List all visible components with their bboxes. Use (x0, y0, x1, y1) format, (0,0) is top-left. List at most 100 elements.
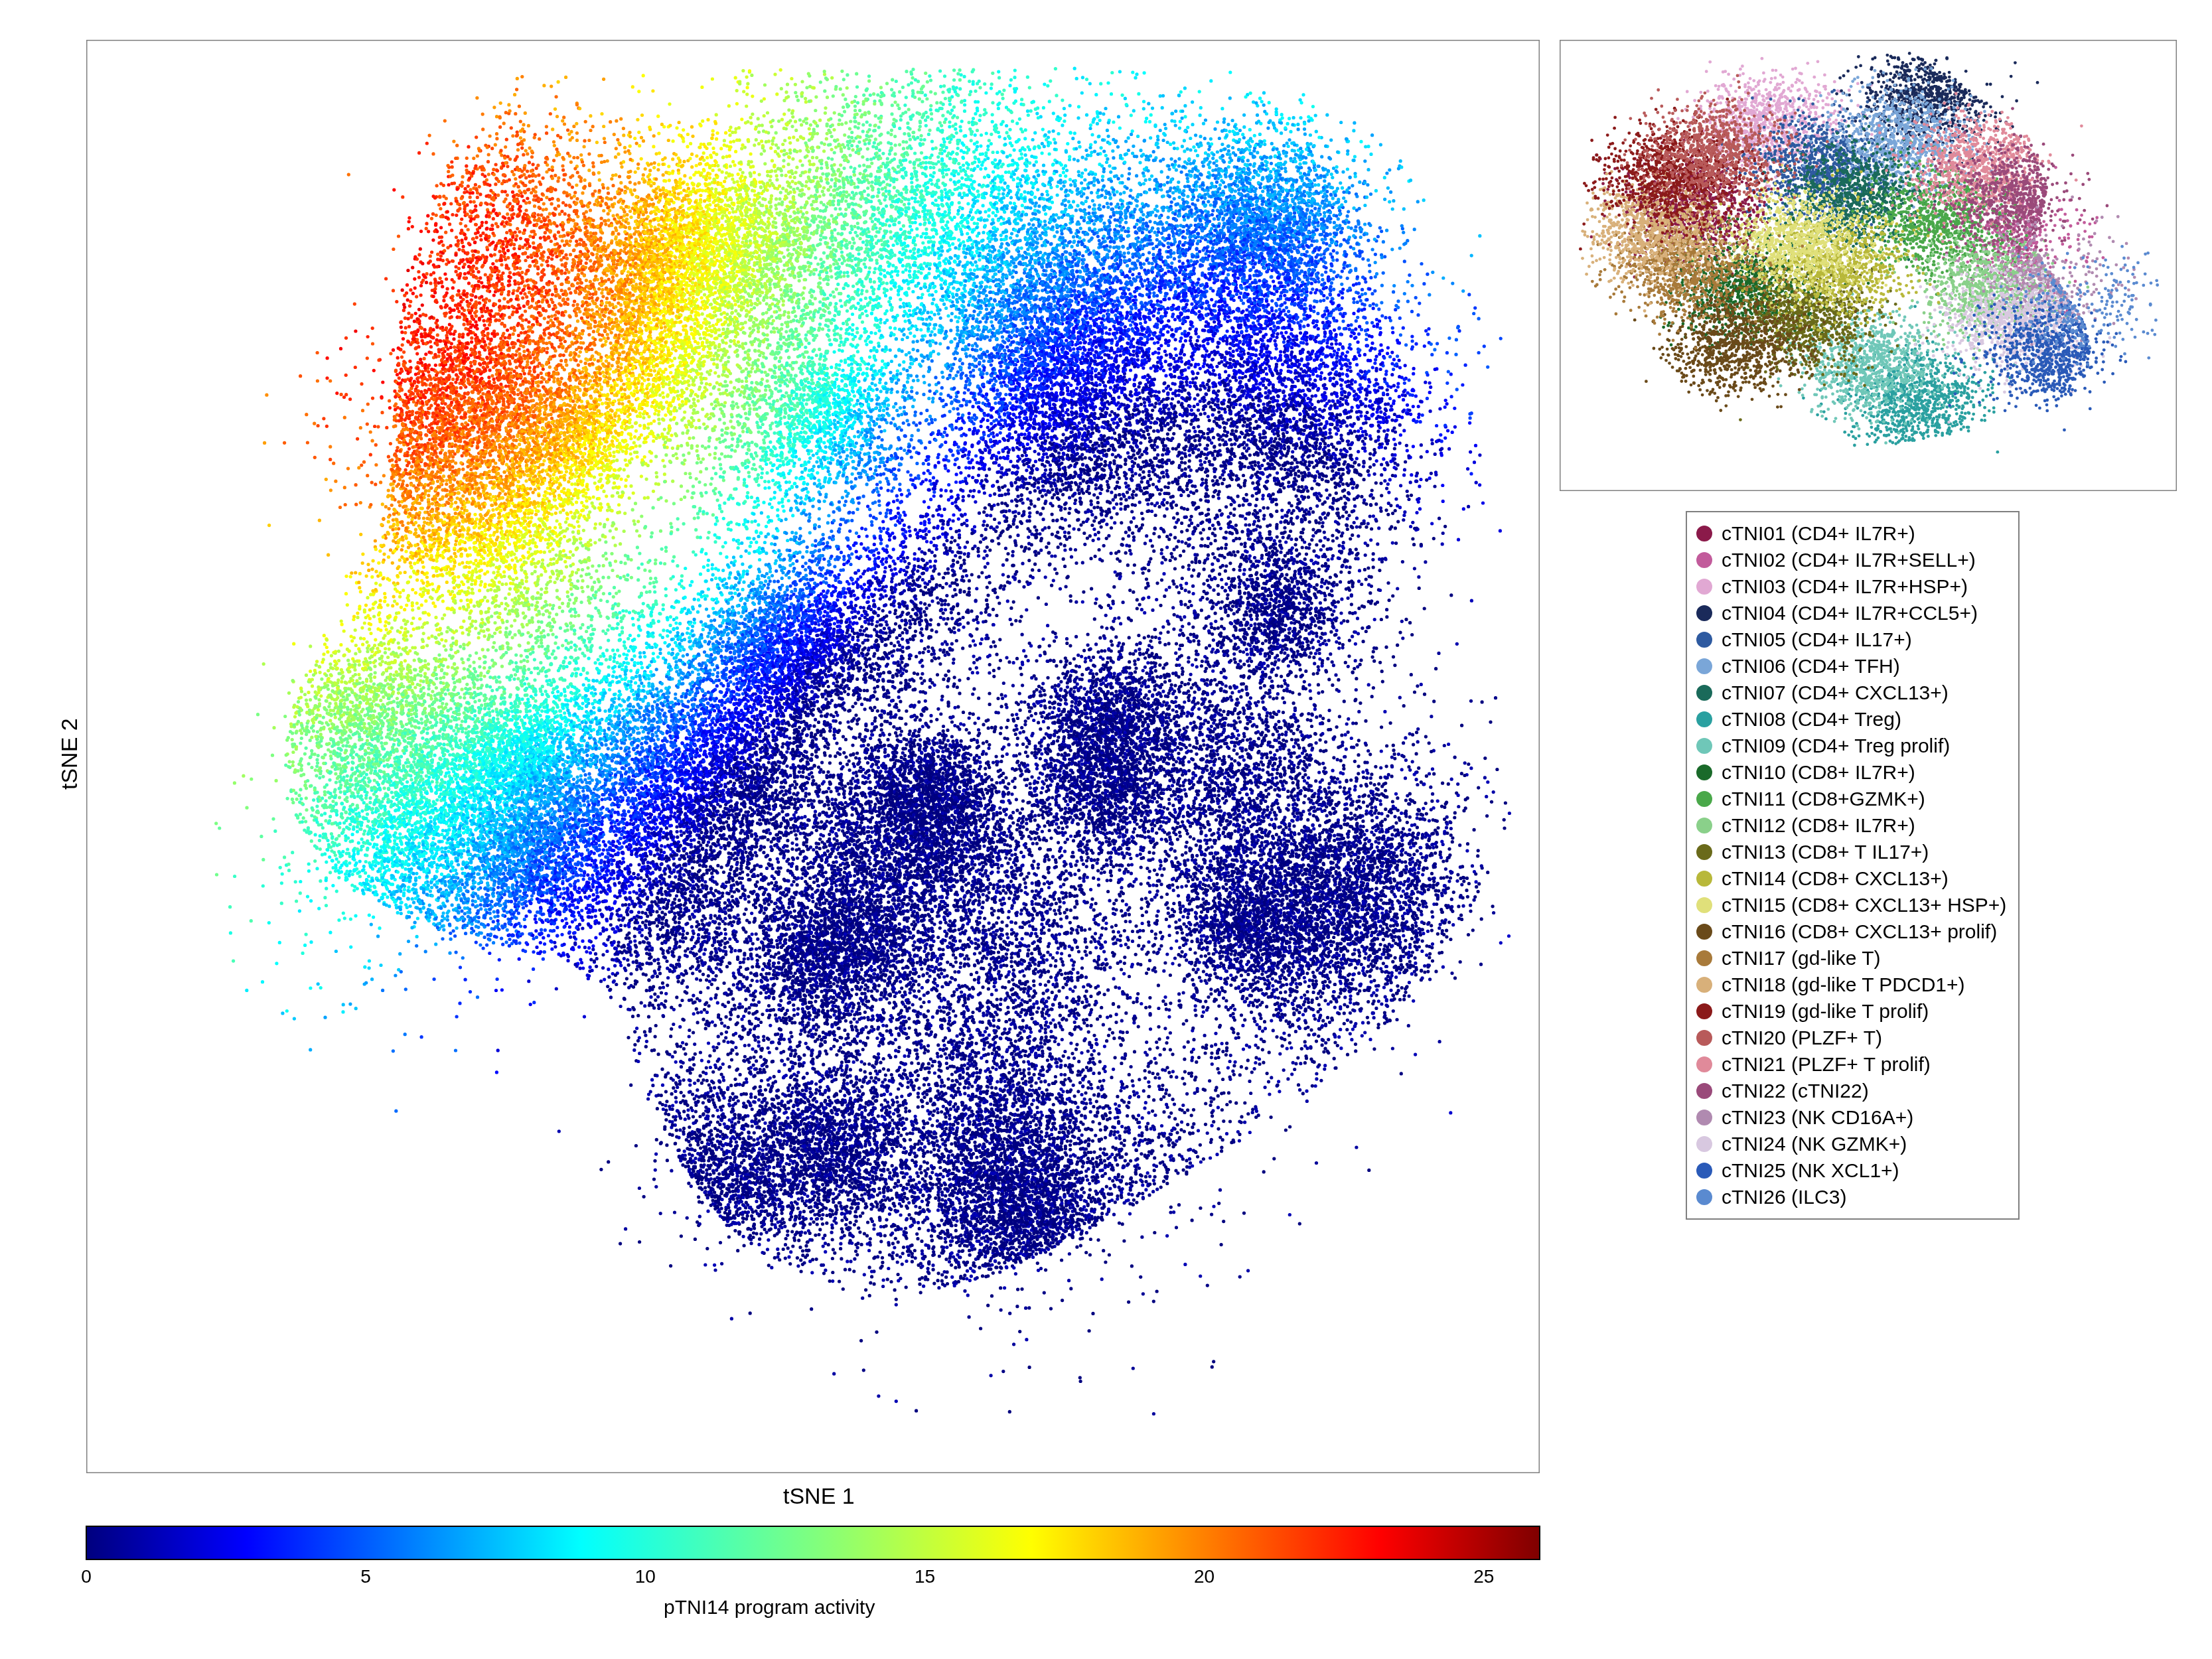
svg-point-36138 (788, 1163, 791, 1166)
svg-point-66852 (510, 624, 513, 628)
svg-point-8503 (978, 930, 981, 934)
svg-point-43889 (1336, 895, 1339, 898)
svg-point-89897 (1822, 321, 1826, 324)
svg-point-9811 (1299, 653, 1302, 656)
svg-point-51617 (954, 1224, 958, 1227)
svg-point-10252 (1244, 457, 1248, 460)
svg-point-59939 (720, 429, 723, 432)
svg-point-72042 (368, 703, 372, 706)
svg-point-57937 (830, 555, 833, 558)
svg-point-97846 (2038, 319, 2041, 322)
svg-point-9947 (1200, 664, 1203, 668)
svg-point-87770 (1860, 322, 1863, 325)
svg-point-96752 (1980, 339, 1983, 342)
svg-point-91323 (1746, 315, 1749, 318)
svg-point-61846 (1161, 1068, 1164, 1072)
svg-point-90068 (1704, 350, 1707, 353)
svg-point-23975 (563, 720, 567, 723)
svg-point-86696 (1929, 301, 1933, 304)
svg-point-26211 (313, 788, 317, 792)
svg-point-43929 (1404, 952, 1408, 956)
svg-point-48275 (1242, 758, 1246, 762)
svg-point-8936 (1069, 1119, 1072, 1122)
svg-point-52077 (1110, 356, 1113, 360)
svg-point-63581 (1052, 111, 1055, 115)
svg-point-76223 (799, 716, 802, 719)
svg-point-62929 (925, 741, 928, 745)
svg-point-24621 (735, 940, 739, 943)
svg-point-23285 (1389, 190, 1392, 194)
svg-point-18106 (949, 178, 952, 181)
svg-point-55590 (414, 330, 417, 333)
svg-point-27886 (734, 828, 737, 831)
svg-point-53440 (471, 895, 475, 898)
svg-point-36360 (906, 1086, 909, 1089)
svg-point-9854 (1191, 560, 1194, 563)
svg-point-191 (1096, 506, 1099, 509)
svg-point-38993 (1209, 987, 1213, 991)
svg-point-78102 (1747, 82, 1750, 85)
svg-point-71002 (818, 672, 821, 676)
svg-point-65727 (461, 248, 465, 252)
svg-point-95897 (2051, 273, 2055, 277)
svg-point-29836 (1203, 544, 1207, 547)
svg-point-59580 (822, 377, 826, 380)
svg-point-37782 (647, 684, 650, 687)
svg-point-37262 (1171, 914, 1175, 917)
svg-point-21677 (1128, 172, 1131, 175)
svg-point-24954 (661, 981, 664, 985)
svg-point-65740 (611, 184, 615, 187)
svg-point-76158 (737, 725, 740, 729)
svg-point-14610 (946, 469, 950, 472)
svg-point-57301 (445, 682, 449, 685)
svg-point-832 (1136, 445, 1139, 449)
svg-point-53753 (915, 1183, 918, 1186)
svg-point-59256 (1166, 190, 1169, 193)
svg-point-74966 (1133, 358, 1136, 362)
svg-point-80374 (1809, 161, 1812, 165)
svg-point-84005 (1818, 404, 1822, 407)
svg-point-68284 (1395, 1018, 1398, 1021)
svg-point-23815 (627, 637, 630, 640)
svg-point-47282 (1118, 735, 1121, 739)
svg-point-27991 (679, 808, 682, 811)
svg-point-26577 (1292, 224, 1295, 227)
svg-point-70467 (541, 530, 544, 534)
svg-point-45485 (1107, 647, 1110, 650)
svg-point-6413 (643, 379, 646, 382)
svg-point-40459 (1053, 263, 1057, 266)
svg-point-83917 (1903, 368, 1906, 371)
svg-point-69014 (834, 842, 837, 845)
svg-point-49903 (945, 896, 948, 899)
svg-point-70152 (439, 441, 443, 444)
svg-point-77835 (2042, 220, 2045, 223)
svg-point-27564 (668, 824, 672, 828)
svg-point-90372 (1676, 343, 1680, 346)
svg-point-119 (1054, 449, 1057, 453)
svg-point-92 (1033, 489, 1037, 492)
svg-point-14374 (966, 677, 970, 680)
svg-point-1077 (1214, 1043, 1217, 1046)
svg-point-56477 (872, 1079, 875, 1082)
svg-point-82337 (1791, 213, 1794, 216)
svg-point-48408 (1315, 715, 1318, 719)
svg-point-6820 (1331, 368, 1334, 371)
svg-point-83011 (1914, 402, 1917, 405)
svg-point-56121 (1037, 880, 1040, 883)
svg-point-64628 (950, 828, 953, 831)
svg-point-59962 (755, 506, 758, 509)
svg-point-57322 (536, 667, 539, 670)
svg-point-71714 (403, 618, 406, 622)
svg-point-94003 (1690, 178, 1694, 181)
svg-point-81450 (1842, 138, 1845, 141)
svg-point-43399 (1212, 960, 1215, 963)
svg-point-62686 (642, 818, 646, 822)
svg-point-76401 (958, 691, 961, 695)
svg-point-70177 (522, 522, 525, 525)
svg-point-73454 (723, 299, 727, 303)
svg-point-32897 (471, 922, 474, 926)
svg-point-46390 (587, 516, 591, 519)
svg-point-65260 (664, 999, 667, 1003)
svg-point-54160 (619, 1242, 622, 1246)
svg-point-52275 (1058, 473, 1061, 476)
